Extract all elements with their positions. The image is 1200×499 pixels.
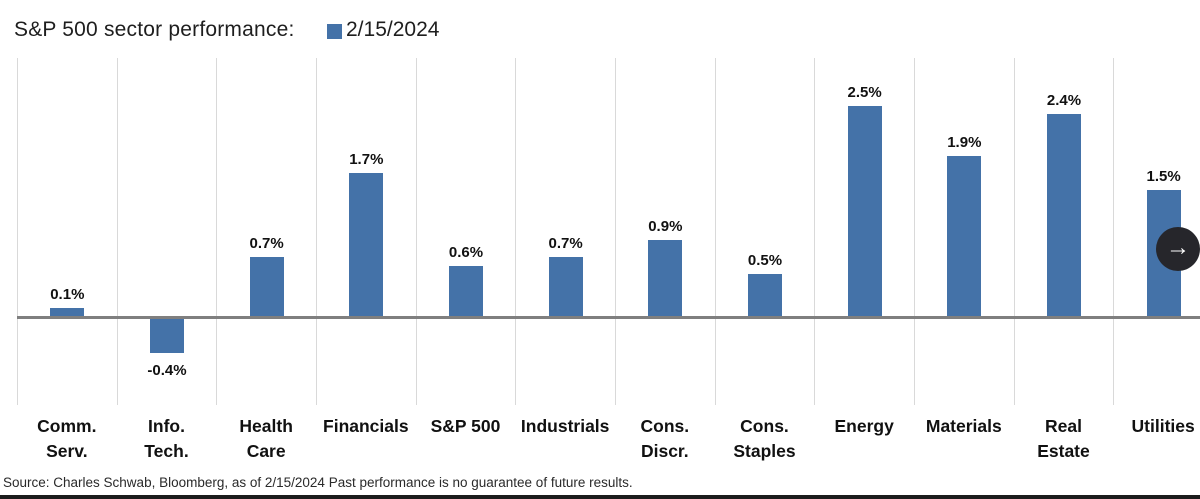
- category-column: 1.7%: [315, 58, 416, 405]
- value-label: 2.4%: [1046, 92, 1082, 110]
- source-note: Source: Charles Schwab, Bloomberg, as of…: [3, 475, 633, 490]
- category-column: 0.7%: [515, 58, 615, 405]
- value-label: 1.7%: [349, 151, 384, 169]
- value-label: 0.7%: [249, 235, 284, 253]
- category-column: 2.4%: [1013, 58, 1114, 405]
- x-axis-label: Info. Tech.: [144, 416, 189, 462]
- category-column: 0.1%: [17, 58, 117, 405]
- bar-info-tech: [149, 319, 184, 353]
- legend: 2/15/2024: [327, 18, 439, 42]
- category-column: 0.7%: [216, 58, 316, 405]
- value-label: 1.5%: [1146, 168, 1181, 185]
- x-axis-label: Health Care: [239, 416, 293, 462]
- legend-label: 2/15/2024: [346, 18, 440, 41]
- category-column: -0.4%: [116, 58, 217, 405]
- value-label: 0.7%: [548, 235, 583, 253]
- x-axis-label: Materials: [925, 416, 1002, 436]
- x-axis-label: Energy: [834, 416, 894, 436]
- bar-comm-serv: [50, 307, 85, 316]
- x-axis-label: Real Estate: [1037, 416, 1090, 462]
- right-arrow-icon: →: [1166, 234, 1190, 261]
- x-axis-labels: Comm. Serv. Info. Tech. Health Care Financi…: [17, 414, 1200, 465]
- bar-real-estate: [1046, 114, 1081, 316]
- bar-health-care: [249, 257, 284, 316]
- x-axis-label: Utilities: [1131, 416, 1195, 436]
- bar-cons-staples: [747, 274, 782, 316]
- category-column: 0.9%: [614, 58, 715, 405]
- value-label: -0.4%: [147, 361, 187, 379]
- x-axis-label: Financials: [323, 416, 409, 436]
- carousel-next-button[interactable]: →: [1156, 227, 1200, 271]
- category-column: 0.5%: [714, 58, 815, 405]
- legend-swatch-icon: [327, 23, 342, 39]
- value-label: 0.5%: [747, 252, 783, 269]
- x-axis-label: Cons. Discr.: [640, 416, 690, 462]
- plot-area: 0.1% -0.4% 0.7% 1.7% 0.6% 0.7% 0.9% 0.5% 2.5% 1.9…: [17, 58, 1200, 405]
- zero-axis-line: [17, 316, 1200, 319]
- bar-industrials: [548, 257, 583, 316]
- bar-materials: [947, 156, 982, 316]
- bar-cons-discr: [648, 240, 683, 316]
- category-column: 1.9%: [913, 58, 1014, 405]
- value-label: 0.1%: [50, 285, 85, 303]
- chart-title: S&P 500 sector performance:: [14, 18, 295, 41]
- category-column: 0.6%: [415, 58, 516, 405]
- x-axis-label: Comm. Serv.: [37, 416, 97, 462]
- value-label: 2.5%: [847, 84, 882, 101]
- x-axis-label: Industrials: [520, 416, 610, 436]
- category-column: 2.5%: [814, 58, 914, 405]
- bar-energy: [847, 106, 882, 316]
- value-label: 0.9%: [648, 218, 683, 236]
- x-axis-label: Cons. Staples: [733, 416, 796, 462]
- bar-s&p-500: [448, 265, 483, 316]
- value-label: 1.9%: [947, 134, 982, 152]
- x-axis-label: S&P 500: [430, 416, 501, 436]
- value-label: 0.6%: [448, 243, 484, 261]
- bar-financials: [349, 173, 384, 316]
